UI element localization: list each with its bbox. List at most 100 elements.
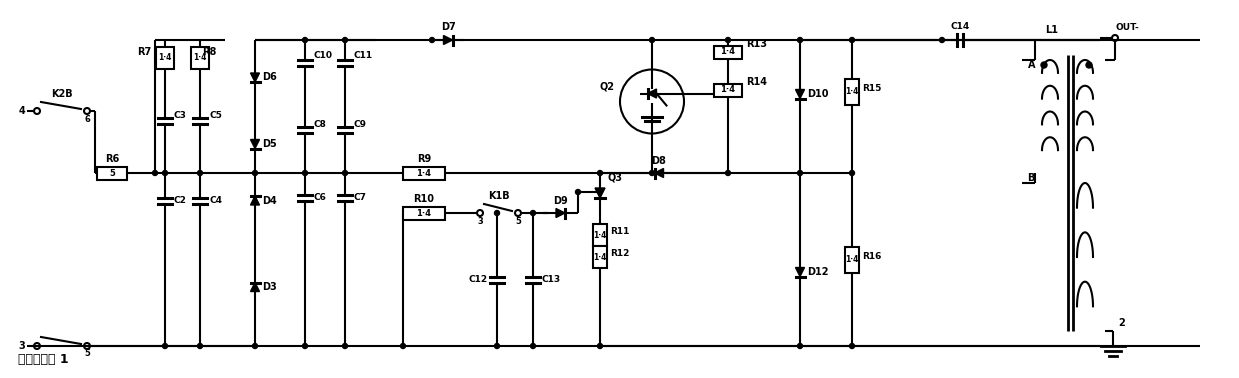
- Bar: [403, 166, 445, 180]
- Bar: [714, 84, 742, 96]
- Circle shape: [430, 37, 435, 42]
- Bar: [156, 47, 173, 69]
- Text: C2: C2: [173, 196, 187, 205]
- Text: D7: D7: [441, 23, 456, 33]
- Polygon shape: [250, 139, 259, 149]
- Text: D10: D10: [808, 89, 829, 99]
- Text: C10: C10: [313, 51, 333, 60]
- Text: 1·4: 1·4: [721, 48, 736, 56]
- Polygon shape: [250, 196, 259, 205]
- Bar: [593, 246, 607, 268]
- Circle shape: [850, 344, 855, 349]
- Polygon shape: [648, 89, 657, 98]
- Text: R8: R8: [202, 47, 217, 57]
- Circle shape: [649, 170, 654, 175]
- Text: D5: D5: [261, 139, 276, 149]
- Circle shape: [597, 170, 602, 175]
- Text: C8: C8: [313, 120, 327, 129]
- Text: Q3: Q3: [608, 173, 623, 183]
- Text: D12: D12: [808, 267, 829, 277]
- Text: R16: R16: [862, 252, 881, 261]
- Text: D6: D6: [261, 73, 276, 82]
- Text: R15: R15: [862, 84, 881, 93]
- Circle shape: [649, 37, 654, 42]
- Text: C6: C6: [313, 194, 327, 203]
- Circle shape: [162, 170, 167, 175]
- Text: A: A: [1027, 60, 1035, 70]
- Text: R10: R10: [414, 194, 435, 203]
- Polygon shape: [654, 169, 664, 178]
- Circle shape: [400, 344, 405, 349]
- Text: 1·4: 1·4: [159, 54, 172, 62]
- Circle shape: [494, 344, 499, 349]
- Polygon shape: [556, 209, 565, 217]
- Text: C9: C9: [354, 120, 367, 129]
- Text: D4: D4: [261, 195, 276, 206]
- Text: B: B: [1027, 173, 1035, 183]
- Text: L1: L1: [1044, 25, 1058, 35]
- Text: C14: C14: [950, 22, 970, 31]
- Text: C13: C13: [541, 275, 561, 284]
- Polygon shape: [795, 90, 804, 99]
- Polygon shape: [250, 73, 259, 82]
- Text: C11: C11: [354, 51, 373, 60]
- Text: 3: 3: [477, 217, 483, 226]
- Text: C7: C7: [354, 194, 367, 203]
- Text: 2: 2: [1118, 318, 1125, 328]
- Text: 5: 5: [109, 169, 115, 178]
- Circle shape: [530, 344, 535, 349]
- Text: OUT-: OUT-: [1115, 23, 1139, 33]
- Text: K2B: K2B: [51, 89, 73, 99]
- Circle shape: [939, 37, 944, 42]
- Text: R12: R12: [610, 249, 629, 259]
- Circle shape: [597, 344, 602, 349]
- Bar: [845, 246, 859, 273]
- Circle shape: [302, 37, 307, 42]
- Text: C12: C12: [468, 275, 488, 284]
- Polygon shape: [444, 36, 452, 45]
- Circle shape: [342, 37, 347, 42]
- Bar: [403, 206, 445, 220]
- Text: 5: 5: [84, 350, 90, 358]
- Circle shape: [798, 344, 803, 349]
- Circle shape: [1041, 62, 1047, 68]
- Circle shape: [798, 37, 803, 42]
- Text: 6: 6: [84, 115, 90, 124]
- Circle shape: [575, 189, 581, 195]
- Bar: [191, 47, 209, 69]
- Circle shape: [197, 170, 202, 175]
- Text: 1·4: 1·4: [416, 169, 431, 178]
- Text: Q2: Q2: [600, 82, 615, 91]
- Circle shape: [494, 211, 499, 215]
- Circle shape: [152, 170, 157, 175]
- Bar: [714, 45, 742, 59]
- Text: R9: R9: [416, 153, 431, 164]
- Text: 接主变次级 1: 接主变次级 1: [19, 353, 68, 366]
- Text: K1B: K1B: [488, 191, 509, 201]
- Circle shape: [1087, 62, 1092, 68]
- Circle shape: [850, 170, 855, 175]
- Text: D3: D3: [261, 282, 276, 292]
- Text: R13: R13: [746, 39, 767, 49]
- Circle shape: [253, 344, 258, 349]
- Text: D8: D8: [652, 155, 667, 166]
- Text: C5: C5: [209, 112, 222, 121]
- Circle shape: [253, 170, 258, 175]
- Circle shape: [726, 37, 731, 42]
- Text: 1·4: 1·4: [416, 209, 431, 217]
- Bar: [97, 166, 128, 180]
- Circle shape: [726, 170, 731, 175]
- Circle shape: [197, 344, 202, 349]
- Circle shape: [342, 344, 347, 349]
- Bar: [845, 79, 859, 104]
- Text: 3: 3: [19, 341, 25, 351]
- Text: 1·4: 1·4: [593, 231, 607, 240]
- Text: R11: R11: [610, 228, 629, 237]
- Polygon shape: [595, 188, 605, 198]
- Text: 1·4: 1·4: [593, 253, 607, 262]
- Circle shape: [302, 170, 307, 175]
- Text: C3: C3: [173, 112, 187, 121]
- Text: 1·4: 1·4: [845, 255, 859, 264]
- Bar: [593, 224, 607, 246]
- Text: R7: R7: [136, 47, 151, 57]
